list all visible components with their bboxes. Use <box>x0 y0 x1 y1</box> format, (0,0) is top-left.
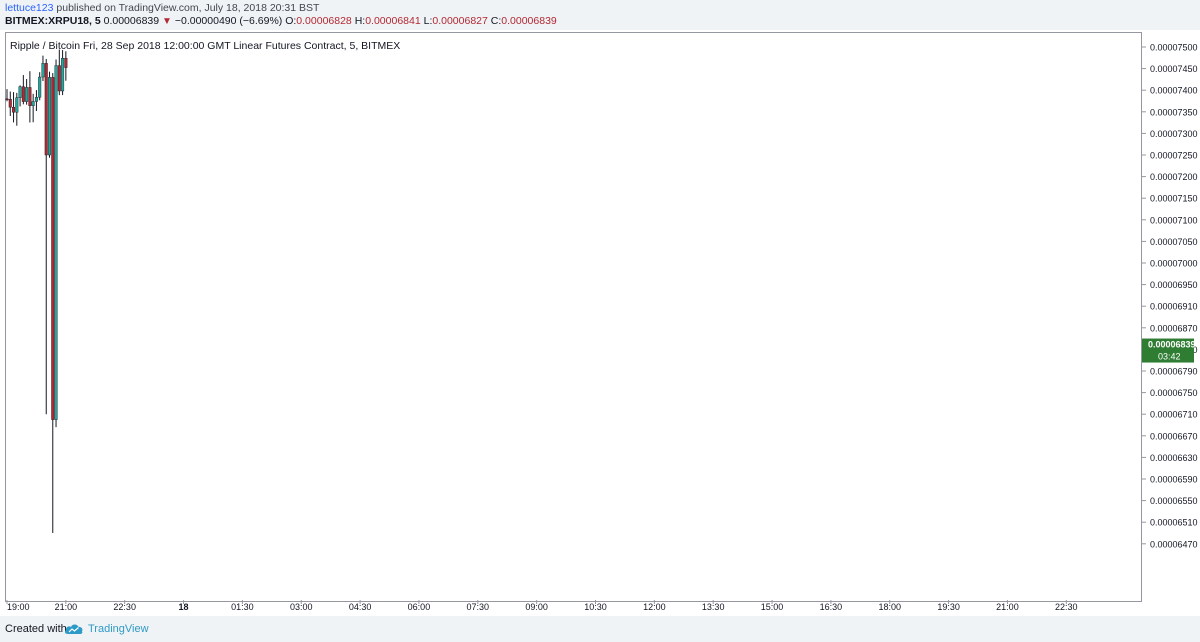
y-tick-label: 0.00006510 <box>1150 518 1198 528</box>
last-price-tag: 0.00006839 03:42 <box>1142 338 1196 363</box>
price-change: −0.00000490 (−6.69%) <box>174 15 283 27</box>
x-tick-label: 19:30 <box>937 602 960 612</box>
y-tick-label: 0.00007450 <box>1150 64 1198 74</box>
y-tick-label: 0.00007350 <box>1150 107 1198 117</box>
created-with-text: Created with <box>5 623 67 635</box>
candle-body <box>15 97 19 113</box>
x-tick-label: 15:00 <box>761 602 784 612</box>
y-tick-label: 0.00007300 <box>1150 129 1198 139</box>
symbol-label[interactable]: BITMEX:XRPU18, 5 <box>5 15 101 27</box>
high-label: H: <box>354 15 366 27</box>
x-tick-label: 13:30 <box>702 602 725 612</box>
candle-body <box>25 87 29 102</box>
y-tick-label: 0.00007050 <box>1150 237 1198 247</box>
tradingview-cloud-icon[interactable] <box>64 623 84 635</box>
x-tick-label: 18:00 <box>878 602 901 612</box>
y-tick-label: 0.00007150 <box>1150 194 1198 204</box>
candle-body <box>57 65 61 92</box>
x-tick-label: 19:00 <box>7 602 30 612</box>
publish-info: published on TradingView.com, July 18, 2… <box>53 2 320 14</box>
low-label: L: <box>423 15 433 27</box>
candle-body <box>5 98 9 101</box>
x-tick-label: 10:30 <box>584 602 607 612</box>
open-value: 0.00006828 <box>296 15 352 27</box>
ohlc-legend: BITMEX:XRPU18, 5 0.00006839 ▼ −0.0000049… <box>5 15 557 28</box>
candle-body <box>21 86 25 102</box>
candle-body <box>31 101 35 106</box>
down-arrow-icon: ▼ <box>162 16 172 27</box>
candle-body <box>28 87 32 106</box>
close-label: C: <box>490 15 502 27</box>
y-tick-label: 0.00007400 <box>1150 86 1198 96</box>
x-tick-label: 04:30 <box>349 602 372 612</box>
x-tick-label: 01:30 <box>231 602 254 612</box>
candles <box>5 49 68 533</box>
chart-title: Ripple / Bitcoin Fri, 28 Sep 2018 12:00:… <box>10 40 401 52</box>
price-tag-value: 0.00006839 <box>1148 340 1196 350</box>
y-tick-label: 0.00006470 <box>1150 539 1198 549</box>
candle-body <box>38 76 42 98</box>
y-tick-label: 0.00006750 <box>1150 388 1198 398</box>
candle-body <box>64 58 68 68</box>
x-tick-label: 22:30 <box>113 602 136 612</box>
x-tick-label: 12:00 <box>643 602 666 612</box>
chart-area[interactable] <box>5 32 1142 602</box>
y-tick-label: 0.00007200 <box>1150 172 1198 182</box>
candle-body <box>34 97 38 102</box>
footer: Created with TradingView <box>0 616 1200 642</box>
y-tick-label: 0.00007250 <box>1150 151 1198 161</box>
low-value: 0.00006827 <box>432 15 488 27</box>
x-tick-label: 09:00 <box>525 602 548 612</box>
price-tag-countdown: 03:42 <box>1158 352 1181 362</box>
y-tick-label: 0.00007500 <box>1150 43 1198 53</box>
author-link[interactable]: lettuce123 <box>5 2 54 14</box>
candle-body <box>48 77 52 156</box>
candle-body <box>18 86 22 98</box>
price-tag-box <box>1142 338 1194 363</box>
y-tick-label: 0.00006950 <box>1150 280 1198 290</box>
y-tick-label: 0.00006670 <box>1150 431 1198 441</box>
x-tick-label: 03:00 <box>290 602 313 612</box>
x-tick-label: 22:30 <box>1055 602 1078 612</box>
candle-body <box>8 99 12 108</box>
candle-body <box>51 77 55 420</box>
y-tick-label: 0.00006790 <box>1150 367 1198 377</box>
price-axis: 0.00007500 0.00007450 0.00007400 0.00007350… <box>1142 43 1198 549</box>
publish-line: lettuce123 published on TradingView.com,… <box>5 2 319 15</box>
candle-body <box>61 58 65 92</box>
y-tick-label: 0.00007100 <box>1150 215 1198 225</box>
y-tick-label: 0.00007000 <box>1150 259 1198 269</box>
tradingview-brand[interactable]: TradingView <box>88 623 149 635</box>
y-tick-label: 0.00006910 <box>1150 302 1198 312</box>
last-price: 0.00006839 <box>103 15 160 27</box>
y-tick-label: 0.00006590 <box>1150 475 1198 485</box>
chart-header: lettuce123 published on TradingView.com,… <box>0 0 1200 30</box>
time-axis: 19:00 21:00 22:30 18 01:30 03:00 04:30 06:00 07:… <box>6 600 1078 612</box>
x-tick-label: 18 <box>179 602 189 612</box>
x-tick-label: 21:00 <box>996 602 1019 612</box>
y-tick-label: 0.00006550 <box>1150 496 1198 506</box>
close-value: 0.00006839 <box>501 15 557 27</box>
y-tick-label: 0.00006630 <box>1150 453 1198 463</box>
y-tick-label: 0.00006870 <box>1150 323 1198 333</box>
candle-body <box>54 65 58 420</box>
candle-body <box>41 63 45 78</box>
y-tick-label: 0.00006710 <box>1150 410 1198 420</box>
x-tick-label: 07:30 <box>467 602 490 612</box>
x-tick-label: 06:00 <box>408 602 431 612</box>
high-value: 0.00006841 <box>365 15 421 27</box>
x-tick-label: 16:30 <box>820 602 843 612</box>
candle-body <box>12 107 16 113</box>
x-tick-label: 21:00 <box>55 602 78 612</box>
candle-body <box>44 63 48 156</box>
open-label: O: <box>285 15 297 27</box>
